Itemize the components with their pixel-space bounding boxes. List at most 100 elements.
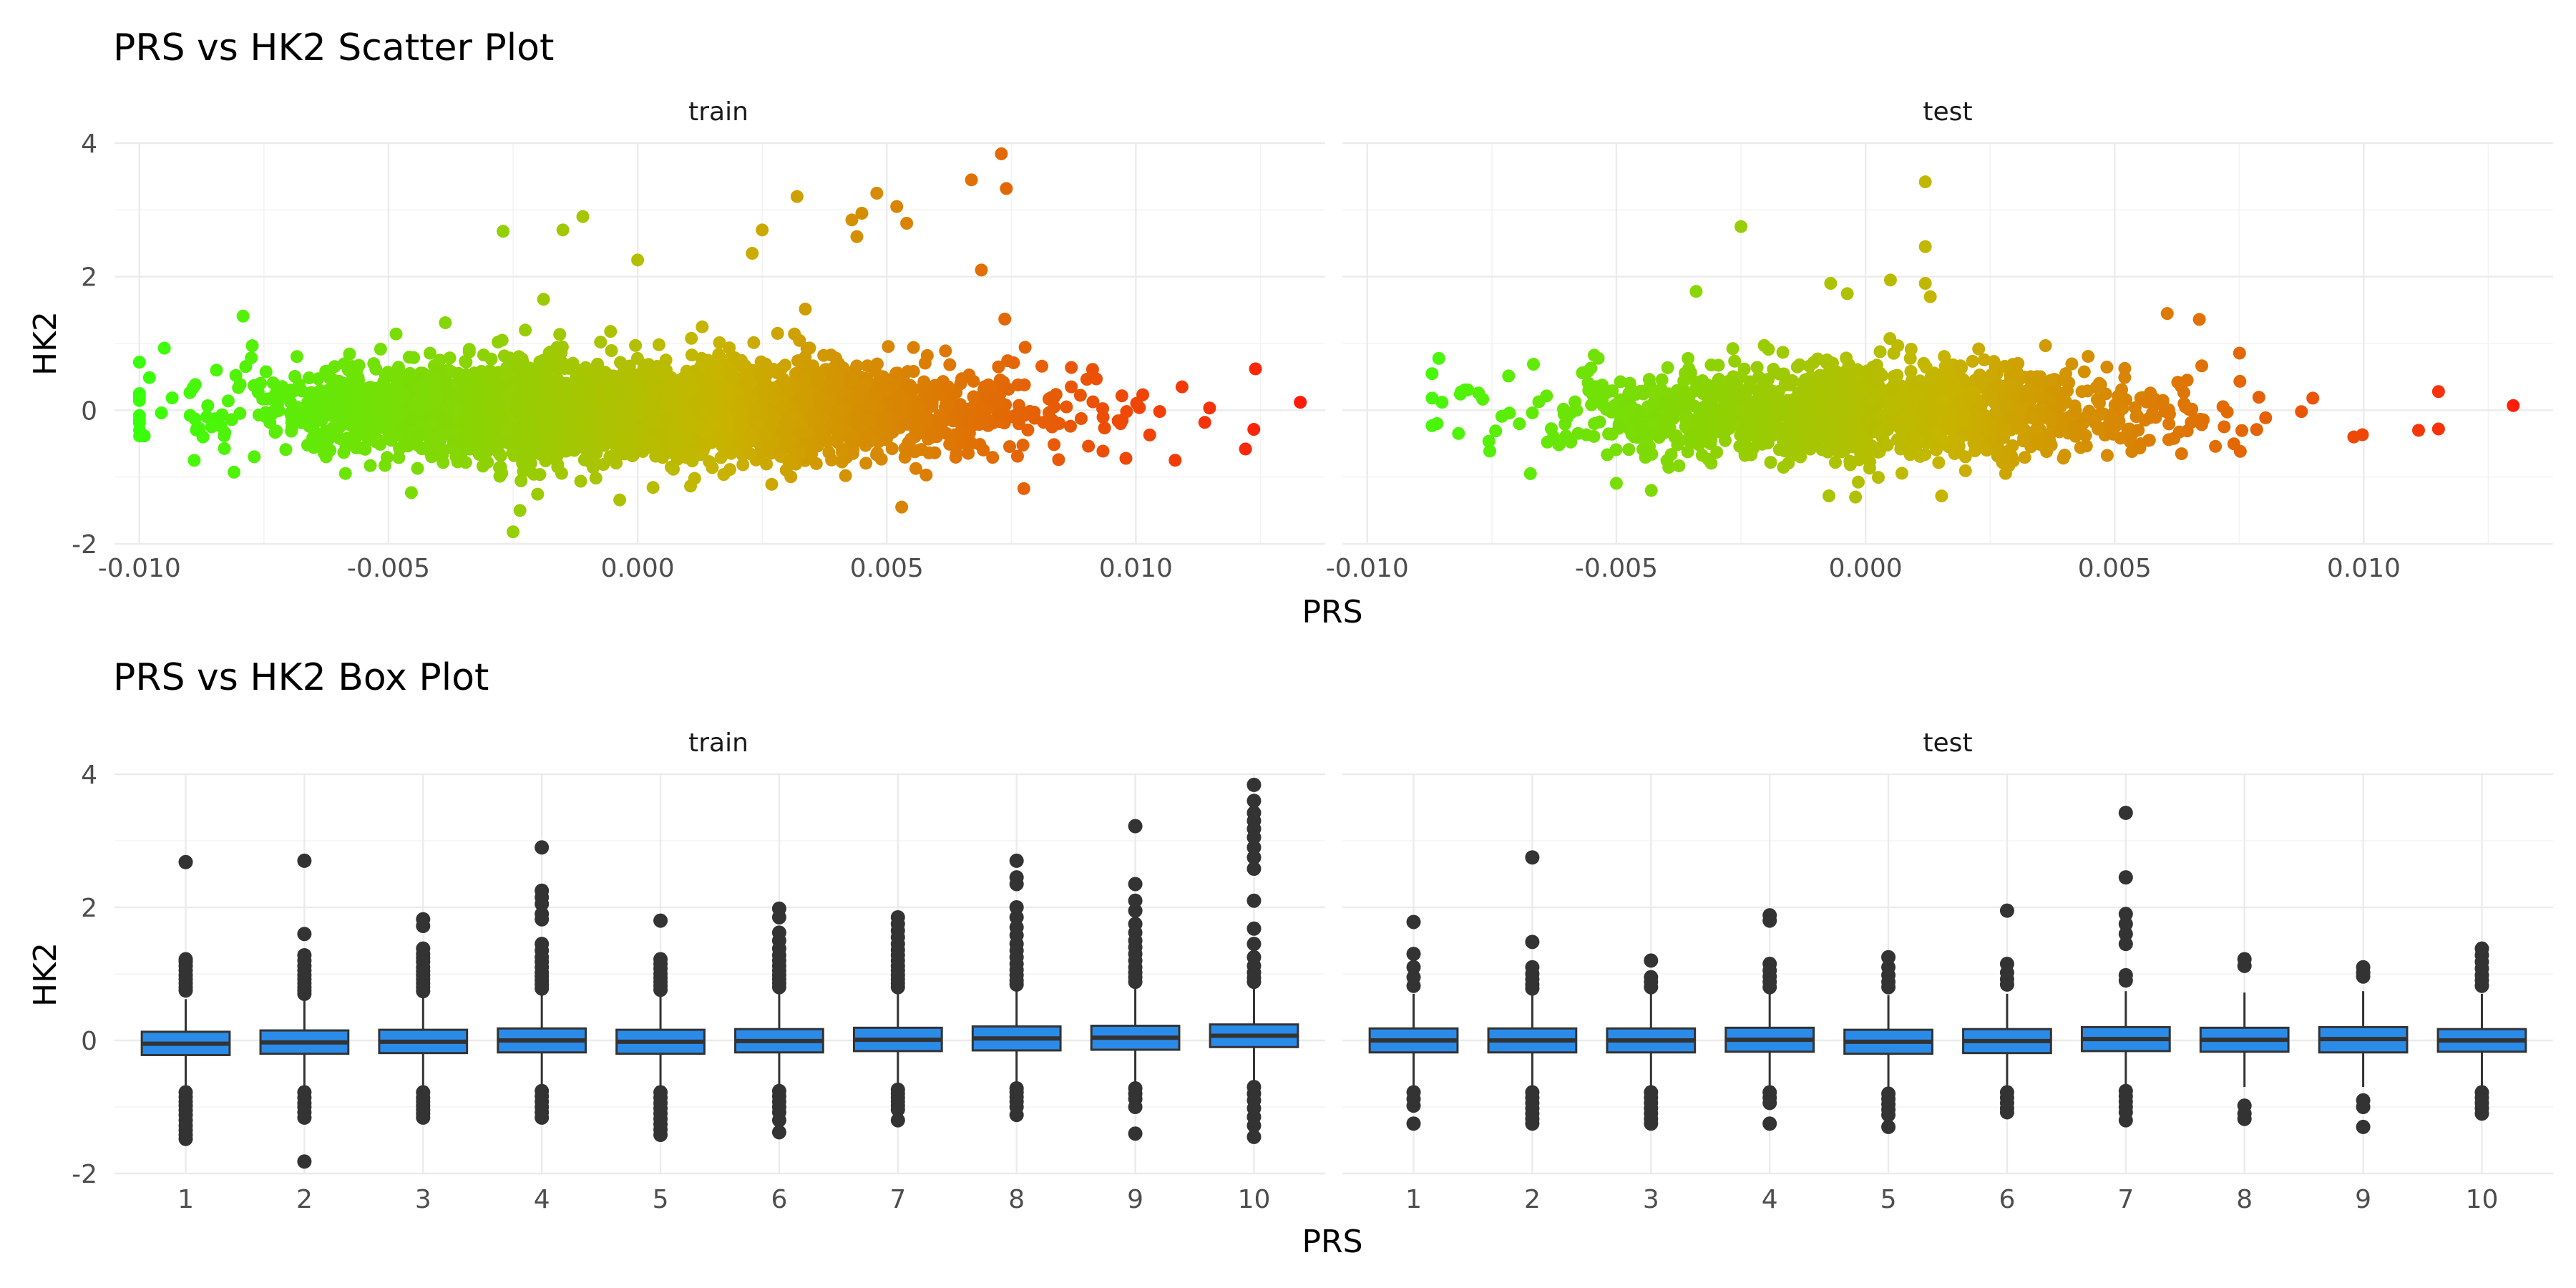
scatter-point — [708, 419, 721, 432]
scatter-point — [725, 364, 738, 377]
scatter-point — [490, 399, 504, 413]
scatter-point — [535, 427, 548, 441]
scatter-point — [911, 400, 924, 414]
scatter-point — [860, 429, 874, 442]
scatter-point — [1568, 395, 1582, 409]
scatter-point — [537, 371, 550, 384]
scatter-point — [306, 431, 320, 444]
scatter-point — [517, 464, 530, 478]
scatter-point — [786, 408, 800, 421]
scatter-point — [155, 406, 168, 420]
scatter-point — [1048, 391, 1061, 404]
scatter-point — [696, 320, 709, 333]
scatter-point — [829, 424, 843, 437]
scatter-point — [1073, 389, 1087, 402]
scatter-point — [829, 351, 842, 365]
scatter-point — [1977, 353, 1991, 366]
scatter-point — [439, 316, 452, 330]
scatter-point — [553, 328, 567, 341]
scatter-point — [364, 459, 377, 472]
scatter-point — [132, 414, 146, 427]
scatter-point — [870, 187, 884, 200]
scatter-point — [615, 429, 629, 442]
scatter-point — [874, 452, 888, 466]
scatter-point — [743, 391, 757, 405]
scatter-point — [574, 474, 587, 488]
scatter-point — [791, 392, 805, 406]
scatter-point — [667, 462, 680, 476]
scatter-point — [1002, 382, 1015, 396]
scatter-point — [288, 369, 302, 383]
scatter-point — [1588, 417, 1601, 431]
scatter-point — [605, 344, 618, 358]
scatter-point — [685, 379, 698, 393]
scatter-point — [797, 374, 811, 387]
scatter-point — [879, 383, 893, 396]
scatter-point — [603, 414, 617, 427]
scatter-point — [259, 365, 273, 379]
scatter-point — [901, 365, 914, 379]
scatter-point — [781, 385, 794, 399]
scatter-point — [2306, 391, 2320, 405]
scatter-point — [765, 477, 779, 491]
scatter-point — [1523, 467, 1537, 480]
scatter-point — [689, 404, 703, 417]
scatter-point — [137, 429, 151, 443]
scatter-point — [2018, 451, 2031, 464]
scatter-point — [576, 210, 590, 223]
scatter-point — [585, 381, 599, 395]
scatter-point — [354, 441, 368, 454]
scatter-point — [947, 414, 960, 428]
scatter-point — [836, 361, 850, 375]
scatter-point — [736, 458, 750, 472]
scatter-point — [2160, 307, 2174, 321]
scatter-point — [1294, 396, 1307, 409]
scatter-point — [546, 441, 560, 455]
scatter-point — [900, 217, 914, 230]
scatter-point — [1115, 389, 1128, 403]
scatter-point — [627, 392, 640, 406]
scatter-point — [975, 263, 988, 277]
scatter-point — [1999, 467, 2012, 480]
scatter-point — [1955, 361, 1968, 374]
scatter-point — [414, 403, 427, 416]
scatter-point — [709, 367, 723, 381]
scatter-point — [2017, 431, 2031, 444]
scatter-point — [825, 382, 839, 396]
scatter-point — [1895, 467, 1908, 480]
scatter-point — [889, 391, 903, 405]
scatter-point — [990, 392, 1003, 406]
scatter-point — [885, 442, 899, 456]
scatter-point — [425, 450, 439, 464]
scatter-point — [756, 223, 769, 237]
scatter-point — [631, 253, 645, 267]
scatter-point — [322, 432, 336, 446]
scatter-point — [680, 419, 694, 432]
scatter-point — [646, 406, 660, 420]
scatter-point — [1432, 351, 1445, 365]
scatter-point — [801, 397, 815, 411]
scatter-point — [889, 369, 902, 382]
scatter-point — [736, 419, 750, 432]
scatter-point — [597, 458, 610, 472]
scatter-point — [790, 190, 804, 203]
scatter-point — [346, 360, 359, 374]
scatter-point — [343, 347, 356, 361]
scatter-point — [731, 405, 744, 419]
scatter-point — [751, 418, 764, 431]
scatter-point — [647, 384, 660, 397]
scatter-point — [299, 416, 313, 430]
scatter-point — [411, 462, 424, 475]
scatter-point — [500, 388, 514, 401]
scatter-point — [879, 414, 893, 427]
scatter-point — [481, 391, 494, 405]
scatter-point — [2065, 357, 2079, 371]
scatter-point — [766, 362, 780, 376]
scatter-point — [747, 336, 761, 349]
scatter-point — [439, 375, 452, 389]
x-tick-label: -0.005 — [347, 554, 430, 583]
scatter-point — [835, 442, 849, 456]
scatter-point — [1010, 449, 1024, 463]
